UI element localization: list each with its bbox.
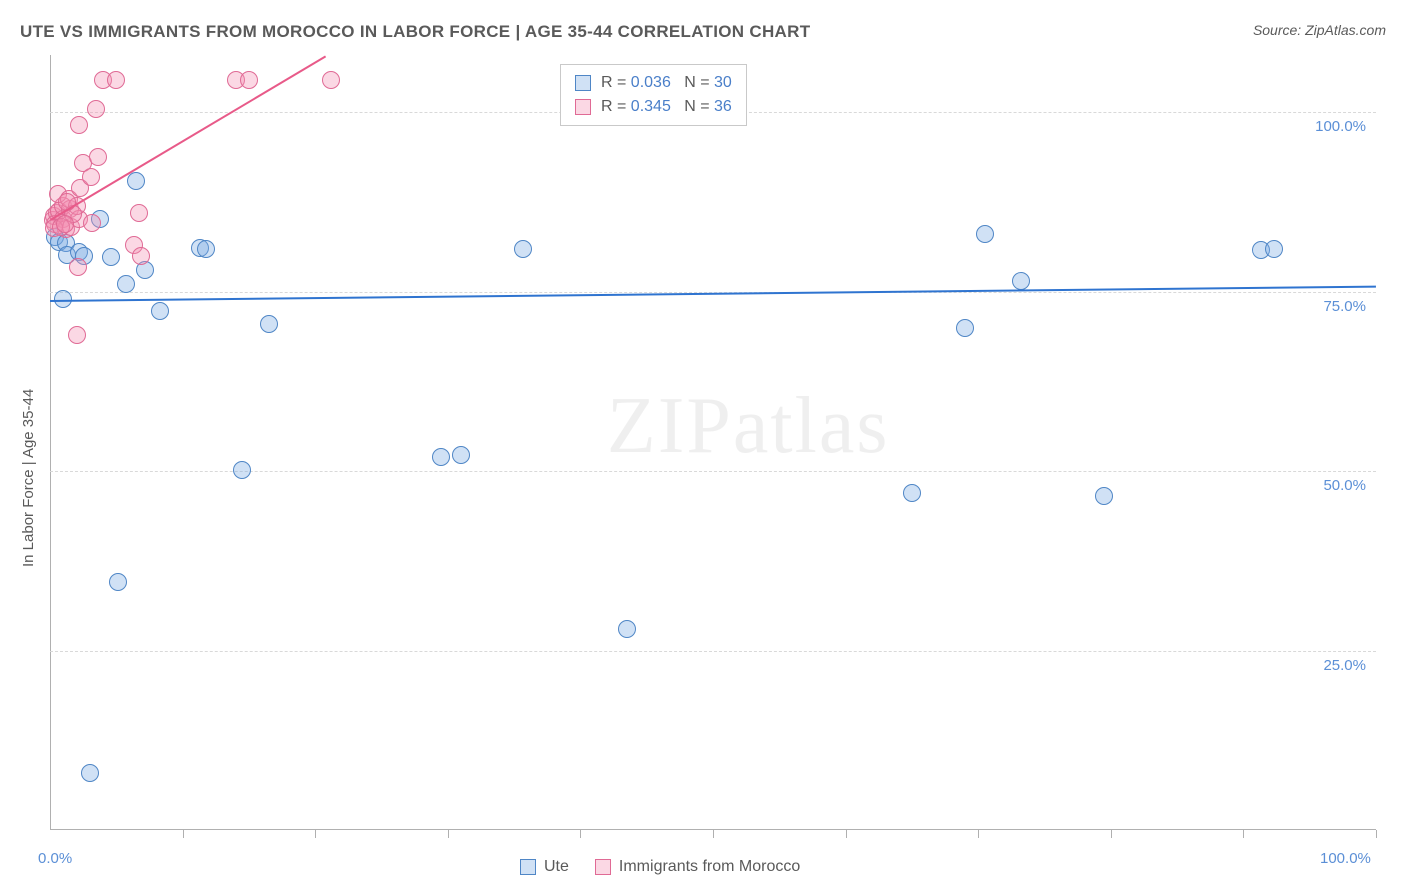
data-point <box>233 461 251 479</box>
data-point <box>1095 487 1113 505</box>
data-point <box>56 215 74 233</box>
data-point <box>130 204 148 222</box>
x-tick-mark <box>580 830 581 838</box>
x-tick-mark <box>846 830 847 838</box>
stats-row: R = 0.036 N = 30 <box>575 71 732 95</box>
legend-label: Immigrants from Morocco <box>619 858 800 876</box>
data-point <box>69 258 87 276</box>
data-point <box>452 446 470 464</box>
y-axis-label: In Labor Force | Age 35-44 <box>20 388 37 566</box>
data-point <box>618 620 636 638</box>
data-point <box>82 168 100 186</box>
legend-swatch <box>575 99 591 115</box>
data-point <box>432 448 450 466</box>
x-tick-mark <box>1243 830 1244 838</box>
data-point <box>127 172 145 190</box>
data-point <box>956 319 974 337</box>
data-point <box>976 225 994 243</box>
source-attribution: Source: ZipAtlas.com <box>1253 22 1386 38</box>
x-tick-mark <box>448 830 449 838</box>
x-tick-mark <box>978 830 979 838</box>
x-tick-mark <box>1111 830 1112 838</box>
x-axis-max-label: 100.0% <box>1320 850 1371 867</box>
data-point <box>1265 240 1283 258</box>
data-point <box>117 275 135 293</box>
stats-text: R = 0.345 N = 36 <box>601 95 732 119</box>
x-tick-mark <box>315 830 316 838</box>
data-point <box>514 240 532 258</box>
legend-swatch <box>575 75 591 91</box>
data-point <box>87 100 105 118</box>
data-point <box>260 315 278 333</box>
data-point <box>102 248 120 266</box>
data-point <box>83 214 101 232</box>
data-point <box>70 116 88 134</box>
data-point <box>1012 272 1030 290</box>
y-tick-label: 100.0% <box>1306 118 1366 135</box>
legend-item: Immigrants from Morocco <box>595 858 800 876</box>
data-point <box>68 326 86 344</box>
data-point <box>132 247 150 265</box>
chart-title: UTE VS IMMIGRANTS FROM MOROCCO IN LABOR … <box>20 22 810 42</box>
stats-legend-box: R = 0.036 N = 30R = 0.345 N = 36 <box>560 64 747 126</box>
data-point <box>240 71 258 89</box>
x-axis-min-label: 0.0% <box>38 850 72 867</box>
legend-item: Ute <box>520 858 569 876</box>
legend-label: Ute <box>544 858 569 876</box>
data-point <box>197 240 215 258</box>
gridline <box>50 651 1376 652</box>
legend-swatch <box>520 859 536 875</box>
stats-text: R = 0.036 N = 30 <box>601 71 732 95</box>
legend-swatch <box>595 859 611 875</box>
x-tick-mark <box>183 830 184 838</box>
data-point <box>81 764 99 782</box>
x-tick-mark <box>1376 830 1377 838</box>
y-tick-label: 75.0% <box>1306 298 1366 315</box>
stats-row: R = 0.345 N = 36 <box>575 95 732 119</box>
y-tick-label: 25.0% <box>1306 657 1366 674</box>
data-point <box>107 71 125 89</box>
data-point <box>89 148 107 166</box>
plot-area <box>50 55 1376 830</box>
data-point <box>903 484 921 502</box>
data-point <box>151 302 169 320</box>
y-tick-label: 50.0% <box>1306 477 1366 494</box>
data-point <box>322 71 340 89</box>
x-tick-mark <box>713 830 714 838</box>
series-legend: Ute Immigrants from Morocco <box>520 858 800 876</box>
data-point <box>109 573 127 591</box>
